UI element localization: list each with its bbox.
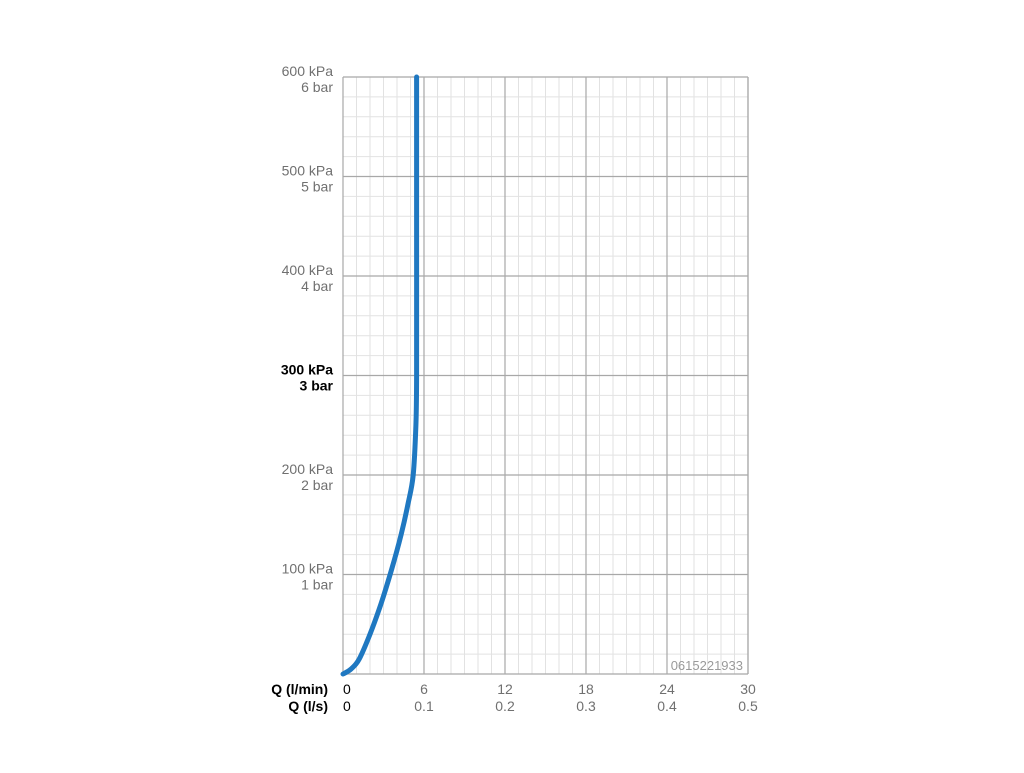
- y-tick-label-bar: 5 bar: [301, 179, 333, 195]
- y-tick-label-kpa: 300 kPa: [281, 362, 333, 378]
- x-axis-labels: 00 60.1 120.2 180.3 240.4 300.5: [343, 681, 758, 714]
- x-tick-label-ls: 0.3: [576, 698, 596, 714]
- y-tick-label-kpa: 600 kPa: [282, 63, 334, 79]
- x-tick-label-ls: 0.2: [495, 698, 515, 714]
- series-layer: [340, 74, 420, 677]
- x-tick-label-ls: 0: [343, 698, 351, 714]
- y-tick-label-kpa: 500 kPa: [282, 163, 334, 179]
- x-tick-label-ls: 0.4: [657, 698, 677, 714]
- x-tick-label-ls: 0.5: [738, 698, 758, 714]
- x-axis-label-lmin: Q (l/min): [271, 681, 328, 697]
- y-tick-label-bar: 6 bar: [301, 79, 333, 95]
- y-tick-label-kpa: 100 kPa: [282, 561, 334, 577]
- watermark: 0615221933: [671, 658, 743, 673]
- x-tick-label-ls: 0.1: [414, 698, 434, 714]
- flow-pressure-curve: [340, 74, 420, 677]
- x-tick-label-lmin: 18: [578, 681, 594, 697]
- x-tick-label-lmin: 24: [659, 681, 675, 697]
- major-grid: [342, 76, 749, 675]
- x-tick-label-lmin: 12: [497, 681, 513, 697]
- x-axis-label-ls: Q (l/s): [288, 698, 328, 714]
- y-tick-label-bar: 2 bar: [301, 477, 333, 493]
- y-tick-label-bar: 3 bar: [300, 378, 334, 394]
- y-tick-label-bar: 4 bar: [301, 278, 333, 294]
- x-tick-label-lmin: 0: [343, 681, 351, 697]
- x-tick-label-lmin: 30: [740, 681, 756, 697]
- y-tick-label-kpa: 400 kPa: [282, 262, 334, 278]
- y-tick-label-bar: 1 bar: [301, 577, 333, 593]
- y-tick-label-kpa: 200 kPa: [282, 461, 334, 477]
- x-tick-label-lmin: 6: [420, 681, 428, 697]
